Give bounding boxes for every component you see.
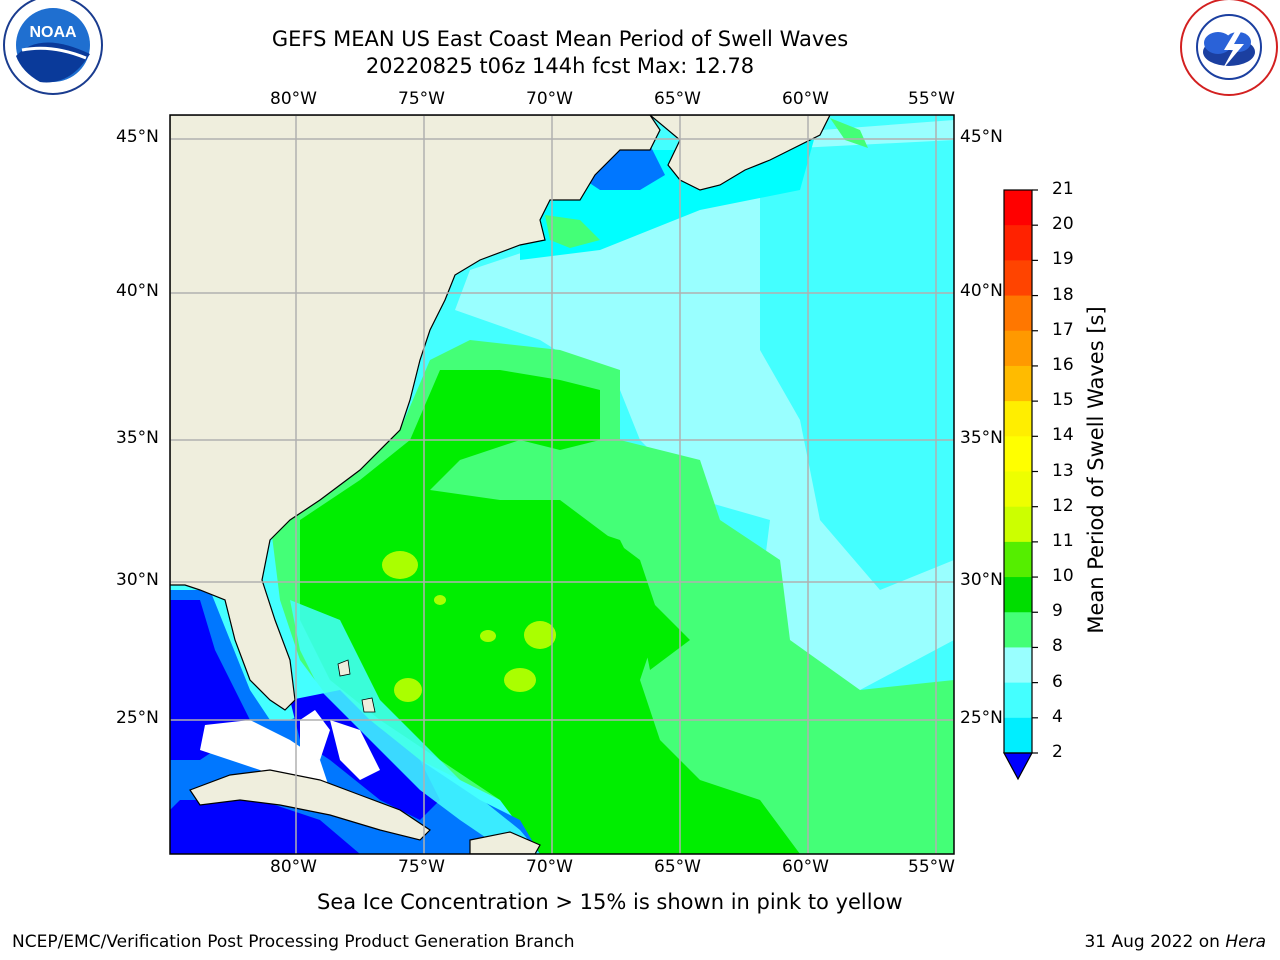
colorbar-band [1004, 260, 1032, 297]
colorbar-band [1004, 295, 1032, 332]
lat-label-left: 30°N [116, 570, 159, 590]
lat-label-right: 30°N [960, 570, 1003, 590]
colorbar-tick-label: 13 [1052, 460, 1074, 481]
chart-title: GEFS MEAN US East Coast Mean Period of S… [271, 27, 849, 51]
colorbar-band [1004, 471, 1032, 508]
colorbar [1002, 189, 1038, 781]
colorbar-band [1004, 682, 1032, 719]
colorbar-band [1004, 436, 1032, 472]
sea-ice-caption: Sea Ice Concentration > 15% is shown in … [317, 890, 903, 914]
map-frame [169, 114, 955, 855]
colorbar-tick-label: 2 [1052, 742, 1063, 762]
lon-label-top: 80°W [270, 89, 317, 109]
colorbar-tick-label: 18 [1052, 284, 1074, 305]
colorbar-band [1004, 577, 1032, 613]
footer-date: 31 Aug 2022 on Hera [1084, 932, 1266, 952]
lon-label-bottom: 80°W [270, 857, 317, 877]
chart-subtitle: 20220825 t06z 144h fcst Max: 12.78 [365, 54, 755, 78]
colorbar-band [1004, 506, 1032, 543]
colorbar-band [1004, 330, 1032, 367]
colorbar-tick-label: 21 [1052, 179, 1074, 199]
colorbar-tick-label: 17 [1052, 319, 1074, 340]
noaa-logo-text: NOAA [29, 24, 77, 41]
lon-label-bottom: 60°W [782, 857, 829, 877]
lat-label-left: 25°N [116, 708, 159, 728]
colorbar-band [1004, 190, 1032, 226]
colorbar-tick-label: 19 [1052, 249, 1074, 270]
colorbar-tick-label: 10 [1052, 566, 1074, 587]
colorbar-tick-label: 12 [1052, 495, 1074, 516]
lat-label-right: 25°N [960, 708, 1003, 728]
lon-label-bottom: 75°W [398, 857, 445, 877]
lon-label-bottom: 70°W [526, 857, 573, 877]
colorbar-tick-label: 6 [1052, 671, 1063, 692]
lat-label-left: 35°N [116, 428, 159, 448]
colorbar-tick-label: 20 [1052, 214, 1074, 235]
lon-label-top: 65°W [654, 89, 701, 109]
swell-period-field [170, 115, 954, 854]
colorbar-band [1004, 365, 1032, 402]
footer-host: Hera [1225, 932, 1266, 952]
colorbar-tick-label: 15 [1052, 390, 1074, 411]
colorbar-tick-label: 4 [1052, 706, 1063, 727]
colorbar-tick-label: 14 [1052, 425, 1074, 446]
colorbar-band [1004, 225, 1032, 261]
colorbar-band [1004, 647, 1032, 684]
lon-label-top: 70°W [526, 89, 573, 109]
lon-label-top: 75°W [398, 89, 445, 109]
colorbar-band [1004, 717, 1032, 754]
lat-label-right: 35°N [960, 428, 1003, 448]
lat-label-right: 40°N [960, 281, 1003, 301]
lat-label-right: 45°N [960, 127, 1003, 147]
colorbar-label: Mean Period of Swell Waves [s] [1084, 306, 1108, 634]
colorbar-tick-label: 11 [1052, 530, 1074, 551]
colorbar-band [1004, 612, 1032, 648]
colorbar-tick-label: 8 [1052, 636, 1063, 657]
lat-label-left: 45°N [116, 127, 159, 147]
lat-label-left: 40°N [116, 281, 159, 301]
colorbar-tick-label: 9 [1052, 601, 1063, 622]
lon-label-top: 55°W [908, 89, 955, 109]
nws-logo [1180, 0, 1278, 96]
lon-label-bottom: 55°W [908, 857, 955, 877]
footer-date-text: 31 Aug 2022 on [1084, 932, 1226, 952]
map-gridlines [170, 115, 954, 854]
lon-label-bottom: 65°W [654, 857, 701, 877]
noaa-logo: NOAA [3, 0, 103, 95]
lon-label-top: 60°W [782, 89, 829, 109]
colorbar-extend-arrow [1002, 752, 1034, 781]
footer-branch: NCEP/EMC/Verification Post Processing Pr… [12, 932, 575, 952]
colorbar-tick-label: 16 [1052, 354, 1074, 375]
colorbar-band [1004, 541, 1032, 578]
colorbar-band [1004, 401, 1032, 437]
